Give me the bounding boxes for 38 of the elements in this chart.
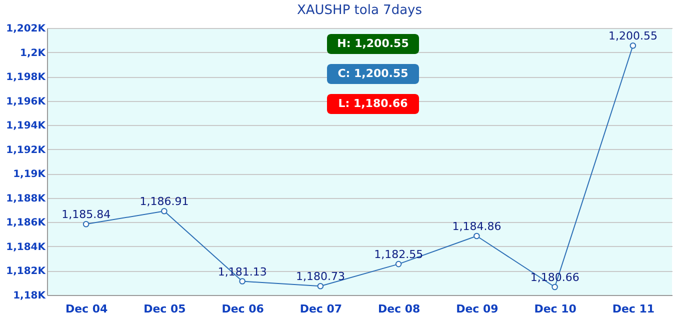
annotation: C: 1,200.55 bbox=[338, 67, 408, 80]
data-label: 1,180.73 bbox=[296, 270, 345, 284]
data-label: 1,184.86 bbox=[452, 220, 502, 234]
data-label: 1,200.55 bbox=[608, 30, 658, 43]
y-tick-label: 1,186K bbox=[6, 218, 47, 229]
y-tick-label: 1,182K bbox=[6, 266, 47, 278]
x-tick-label: Dec 10 bbox=[534, 302, 577, 316]
y-tick-label: 1,19K bbox=[13, 169, 47, 180]
data-label: 1,182.55 bbox=[374, 248, 424, 262]
x-tick-label: Dec 08 bbox=[378, 302, 420, 316]
y-tick-label: 1,18K bbox=[13, 290, 47, 302]
x-tick-label: Dec 11 bbox=[612, 302, 655, 316]
x-tick-label: Dec 05 bbox=[144, 302, 186, 316]
y-tick-label: 1,196K bbox=[6, 96, 47, 108]
y-tick-label: 1,2K bbox=[20, 48, 47, 59]
y-tick-label: 1,198K bbox=[6, 72, 47, 84]
x-tick-label: Dec 09 bbox=[456, 302, 498, 316]
x-tick-label: Dec 04 bbox=[65, 302, 108, 316]
y-tick-label: 1,194K bbox=[6, 120, 47, 132]
x-tick-label: Dec 07 bbox=[300, 302, 342, 316]
annotation: L: 1,180.66 bbox=[338, 97, 408, 110]
point bbox=[552, 284, 558, 290]
chart-title: XAUSHP tola 7days bbox=[296, 3, 422, 18]
y-tick-label: 1,192K bbox=[6, 144, 47, 156]
x-tick-label: Dec 06 bbox=[222, 302, 264, 316]
point bbox=[630, 42, 636, 49]
point bbox=[161, 208, 168, 214]
y-tick-label: 1,184K bbox=[6, 242, 47, 253]
point bbox=[82, 220, 90, 228]
point bbox=[317, 283, 324, 290]
annotation: H: 1,200.55 bbox=[337, 37, 409, 50]
y-tick-label: 1,202K bbox=[6, 24, 47, 34]
data-label: 1,186.91 bbox=[140, 195, 189, 208]
point bbox=[474, 232, 480, 240]
point bbox=[239, 278, 246, 284]
data-label: 1,185.84 bbox=[62, 208, 111, 222]
point bbox=[395, 260, 402, 268]
y-tick-label: 1,188K bbox=[6, 193, 47, 204]
